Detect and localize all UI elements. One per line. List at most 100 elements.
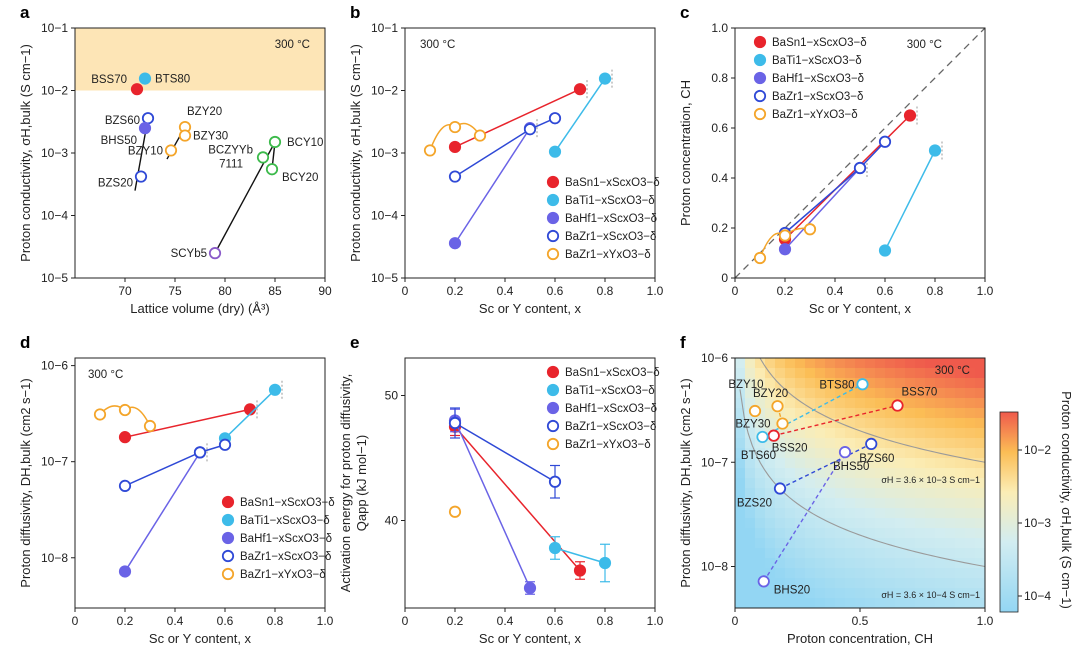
heat-cell xyxy=(895,558,906,569)
heat-cell xyxy=(955,488,966,499)
heat-cell xyxy=(755,598,766,608)
series-line xyxy=(124,444,226,487)
heat-cell xyxy=(775,508,786,519)
heat-cell xyxy=(775,428,786,439)
heat-cell xyxy=(955,428,966,439)
data-point xyxy=(771,400,784,413)
data-point xyxy=(523,581,537,595)
series-line xyxy=(454,127,531,244)
heat-cell xyxy=(875,548,886,559)
heat-cell xyxy=(835,578,846,589)
heat-cell xyxy=(785,578,796,589)
heat-cell xyxy=(975,508,985,519)
heat-cell xyxy=(835,598,846,608)
heat-cell xyxy=(885,378,896,389)
legend-marker xyxy=(753,89,767,103)
heat-cell xyxy=(945,598,956,608)
heat-cell xyxy=(785,598,796,608)
heat-cell xyxy=(915,528,926,539)
x-tick-label: 0.2 xyxy=(447,614,464,628)
data-point xyxy=(448,505,462,518)
heat-cell xyxy=(755,358,766,369)
series-line xyxy=(554,78,606,153)
heat-cell xyxy=(745,518,756,529)
series-line xyxy=(454,88,581,148)
plot-frame xyxy=(734,27,986,279)
y-tick-label: 10−8 xyxy=(41,551,68,565)
heat-cell xyxy=(765,448,776,459)
y-tick-label: 0.6 xyxy=(711,121,728,135)
heat-cell xyxy=(815,598,826,608)
heat-cell xyxy=(855,588,866,599)
heat-cell xyxy=(735,538,746,549)
heat-cell xyxy=(805,388,816,399)
heat-cell xyxy=(975,368,985,379)
data-point xyxy=(803,223,817,236)
legend-marker xyxy=(546,229,560,243)
heat-cell xyxy=(845,408,856,419)
heat-cell xyxy=(845,428,856,439)
heat-cell xyxy=(965,598,976,608)
heat-cell xyxy=(945,558,956,569)
heat-cell xyxy=(845,548,856,559)
heat-cell xyxy=(955,438,966,449)
y-tick-label: 10−5 xyxy=(371,271,398,285)
heat-cell xyxy=(935,588,946,599)
heat-cell xyxy=(945,508,956,519)
heat-cell xyxy=(835,468,846,479)
heat-cell xyxy=(885,398,896,409)
heat-cell xyxy=(735,368,746,379)
heat-cell xyxy=(905,508,916,519)
heat-cell xyxy=(905,468,916,479)
heat-cell xyxy=(925,518,936,529)
heat-cell xyxy=(845,508,856,519)
heat-cell xyxy=(775,598,786,608)
heat-cell xyxy=(885,548,896,559)
heat-cell xyxy=(895,588,906,599)
heat-cell xyxy=(885,588,896,599)
heat-cell xyxy=(865,418,876,429)
heat-cell xyxy=(895,458,906,469)
series-line xyxy=(554,547,606,564)
data-point xyxy=(448,416,462,430)
heat-cell xyxy=(865,518,876,529)
heat-cell xyxy=(955,548,966,559)
heat-cell xyxy=(825,368,836,379)
y-tick-label: 10−2 xyxy=(371,84,398,98)
heat-cell xyxy=(975,488,985,499)
y-tick-label: 10−4 xyxy=(371,209,398,223)
data-point xyxy=(757,575,770,588)
data-point xyxy=(138,72,152,85)
heat-cell xyxy=(935,498,946,509)
point-label: BZS60 xyxy=(105,115,140,127)
y-tick-label: 0.8 xyxy=(711,71,728,85)
heat-cell xyxy=(775,568,786,579)
series-line xyxy=(884,150,936,251)
data-point xyxy=(141,112,155,125)
legend-label: BaTi1−xScxO3−δ xyxy=(772,55,862,67)
x-tick-label: 1.0 xyxy=(317,614,334,628)
heat-cell xyxy=(965,488,976,499)
data-point xyxy=(265,163,279,176)
heat-cell xyxy=(835,478,846,489)
heat-cell xyxy=(755,398,766,409)
heat-cell xyxy=(795,388,806,399)
heat-cell xyxy=(945,458,956,469)
series-line xyxy=(124,408,251,438)
heat-cell xyxy=(765,498,776,509)
data-point xyxy=(767,429,780,442)
heat-cell xyxy=(945,568,956,579)
heat-cell xyxy=(945,418,956,429)
heat-cell xyxy=(835,358,846,369)
colorbar xyxy=(999,411,1019,613)
heat-cell xyxy=(915,478,926,489)
heat-cell xyxy=(935,598,946,608)
x-axis-label: Sc or Y content, x xyxy=(809,301,912,316)
heat-cell xyxy=(805,408,816,419)
heat-cell xyxy=(945,468,956,479)
heat-cell xyxy=(815,588,826,599)
heat-cell xyxy=(935,438,946,449)
heat-cell xyxy=(825,598,836,608)
panel-c: 0 0.2 0.4 0.6 0.8 1.0 0 0.2 0.4 0.6 0.8 1.0 Sc or Y … xyxy=(678,3,994,316)
heat-cell xyxy=(855,478,866,489)
